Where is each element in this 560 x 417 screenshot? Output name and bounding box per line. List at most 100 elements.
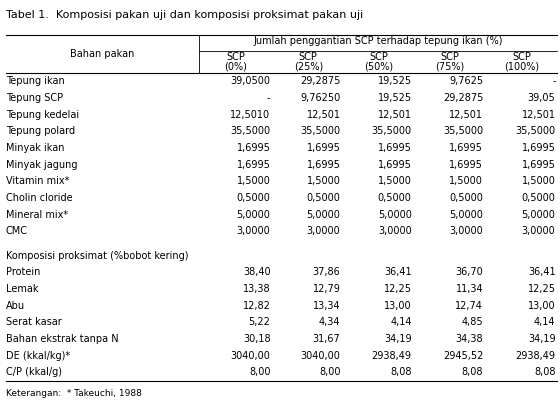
Text: 5,0000: 5,0000: [450, 210, 483, 220]
Text: 12,25: 12,25: [384, 284, 412, 294]
Text: 1,6995: 1,6995: [307, 143, 340, 153]
Text: 37,86: 37,86: [312, 267, 340, 277]
Text: Tepung SCP: Tepung SCP: [6, 93, 63, 103]
Text: 5,0000: 5,0000: [522, 210, 556, 220]
Text: 29,2875: 29,2875: [300, 76, 340, 86]
Text: 5,0000: 5,0000: [307, 210, 340, 220]
Text: 2938,49: 2938,49: [372, 351, 412, 361]
Text: 12,501: 12,501: [377, 110, 412, 120]
Text: 0,5000: 0,5000: [307, 193, 340, 203]
Text: Protein: Protein: [6, 267, 40, 277]
Text: 34,38: 34,38: [456, 334, 483, 344]
Text: 39,0500: 39,0500: [231, 76, 270, 86]
Text: 1,6995: 1,6995: [237, 160, 270, 170]
Text: 3,0000: 3,0000: [450, 226, 483, 236]
Text: 2945,52: 2945,52: [443, 351, 483, 361]
Text: 4,85: 4,85: [461, 317, 483, 327]
Text: 0,5000: 0,5000: [450, 193, 483, 203]
Text: -: -: [552, 76, 556, 86]
Text: 1,5000: 1,5000: [450, 176, 483, 186]
Text: 5,0000: 5,0000: [378, 210, 412, 220]
Text: -: -: [267, 93, 270, 103]
Text: 13,00: 13,00: [528, 301, 556, 311]
Text: CMC: CMC: [6, 226, 27, 236]
Text: Jumlah penggantian SCP terhadap tepung ikan (%): Jumlah penggantian SCP terhadap tepung i…: [253, 36, 503, 46]
Text: Bahan ekstrak tanpa N: Bahan ekstrak tanpa N: [6, 334, 118, 344]
Text: (0%): (0%): [225, 62, 248, 72]
Text: 1,6995: 1,6995: [237, 143, 270, 153]
Text: 1,6995: 1,6995: [450, 160, 483, 170]
Text: 1,6995: 1,6995: [378, 143, 412, 153]
Text: SCP: SCP: [299, 53, 318, 63]
Text: 30,18: 30,18: [243, 334, 270, 344]
Text: Serat kasar: Serat kasar: [6, 317, 62, 327]
Text: 12,501: 12,501: [306, 110, 340, 120]
Text: 8,00: 8,00: [249, 367, 270, 377]
Text: 1,5000: 1,5000: [378, 176, 412, 186]
Text: 19,525: 19,525: [377, 93, 412, 103]
Text: 36,70: 36,70: [455, 267, 483, 277]
Text: 3,0000: 3,0000: [237, 226, 270, 236]
Text: 5,22: 5,22: [249, 317, 270, 327]
Text: 12,74: 12,74: [455, 301, 483, 311]
Text: 12,79: 12,79: [312, 284, 340, 294]
Text: 29,2875: 29,2875: [443, 93, 483, 103]
Text: 3040,00: 3040,00: [301, 351, 340, 361]
Text: Minyak ikan: Minyak ikan: [6, 143, 64, 153]
Text: Cholin cloride: Cholin cloride: [6, 193, 72, 203]
Text: (50%): (50%): [364, 62, 394, 72]
Text: 1,6995: 1,6995: [307, 160, 340, 170]
Text: 3,0000: 3,0000: [378, 226, 412, 236]
Text: 8,00: 8,00: [319, 367, 340, 377]
Text: 9,7625: 9,7625: [449, 76, 483, 86]
Text: 0,5000: 0,5000: [237, 193, 270, 203]
Text: 35,5000: 35,5000: [515, 126, 556, 136]
Text: 5,0000: 5,0000: [237, 210, 270, 220]
Text: 36,41: 36,41: [384, 267, 412, 277]
Text: Tepung polard: Tepung polard: [6, 126, 74, 136]
Text: Mineral mix*: Mineral mix*: [6, 210, 68, 220]
Text: DE (kkal/kg)*: DE (kkal/kg)*: [6, 351, 70, 361]
Text: SCP: SCP: [227, 53, 245, 63]
Text: Abu: Abu: [6, 301, 25, 311]
Text: SCP: SCP: [512, 53, 531, 63]
Text: 34,19: 34,19: [528, 334, 556, 344]
Text: 3,0000: 3,0000: [307, 226, 340, 236]
Text: 11,34: 11,34: [456, 284, 483, 294]
Text: 4,14: 4,14: [390, 317, 412, 327]
Text: 36,41: 36,41: [528, 267, 556, 277]
Text: 2938,49: 2938,49: [516, 351, 556, 361]
Text: 1,6995: 1,6995: [522, 143, 556, 153]
Text: Minyak jagung: Minyak jagung: [6, 160, 77, 170]
Text: Vitamin mix*: Vitamin mix*: [6, 176, 69, 186]
Text: 0,5000: 0,5000: [378, 193, 412, 203]
Text: 39,05: 39,05: [528, 93, 556, 103]
Text: SCP: SCP: [370, 53, 388, 63]
Text: 1,5000: 1,5000: [522, 176, 556, 186]
Text: 19,525: 19,525: [377, 76, 412, 86]
Text: 12,501: 12,501: [521, 110, 556, 120]
Text: 9,76250: 9,76250: [300, 93, 340, 103]
Text: Tabel 1.  Komposisi pakan uji dan komposisi proksimat pakan uji: Tabel 1. Komposisi pakan uji dan komposi…: [6, 10, 363, 20]
Text: Bahan pakan: Bahan pakan: [70, 49, 134, 59]
Text: 12,5010: 12,5010: [230, 110, 270, 120]
Text: 31,67: 31,67: [312, 334, 340, 344]
Text: (25%): (25%): [293, 62, 323, 72]
Text: Tepung ikan: Tepung ikan: [6, 76, 64, 86]
Text: 13,38: 13,38: [243, 284, 270, 294]
Text: 12,25: 12,25: [528, 284, 556, 294]
Text: (100%): (100%): [504, 62, 539, 72]
Text: Tepung kedelai: Tepung kedelai: [6, 110, 79, 120]
Text: 3,0000: 3,0000: [522, 226, 556, 236]
Text: Lemak: Lemak: [6, 284, 38, 294]
Text: 1,6995: 1,6995: [378, 160, 412, 170]
Text: 3040,00: 3040,00: [231, 351, 270, 361]
Text: 1,6995: 1,6995: [522, 160, 556, 170]
Text: 12,501: 12,501: [449, 110, 483, 120]
Text: 35,5000: 35,5000: [300, 126, 340, 136]
Text: C/P (kkal/g): C/P (kkal/g): [6, 367, 62, 377]
Text: 8,08: 8,08: [390, 367, 412, 377]
Text: 8,08: 8,08: [462, 367, 483, 377]
Text: 12,82: 12,82: [242, 301, 270, 311]
Text: Keterangan:  * Takeuchi, 1988: Keterangan: * Takeuchi, 1988: [6, 389, 142, 398]
